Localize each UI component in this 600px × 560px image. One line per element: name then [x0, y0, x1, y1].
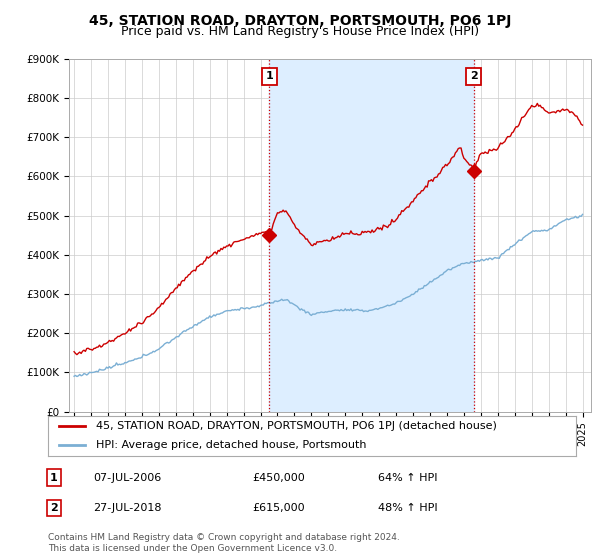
Text: 45, STATION ROAD, DRAYTON, PORTSMOUTH, PO6 1PJ (detached house): 45, STATION ROAD, DRAYTON, PORTSMOUTH, P… — [95, 421, 496, 431]
Text: £450,000: £450,000 — [252, 473, 305, 483]
Text: £615,000: £615,000 — [252, 503, 305, 513]
Text: 48% ↑ HPI: 48% ↑ HPI — [378, 503, 437, 513]
Text: 64% ↑ HPI: 64% ↑ HPI — [378, 473, 437, 483]
Text: 07-JUL-2006: 07-JUL-2006 — [93, 473, 161, 483]
Text: 2: 2 — [470, 72, 478, 81]
Text: Contains HM Land Registry data © Crown copyright and database right 2024.
This d: Contains HM Land Registry data © Crown c… — [48, 533, 400, 553]
Text: 45, STATION ROAD, DRAYTON, PORTSMOUTH, PO6 1PJ: 45, STATION ROAD, DRAYTON, PORTSMOUTH, P… — [89, 14, 511, 28]
Bar — [269, 59, 473, 412]
Text: Price paid vs. HM Land Registry's House Price Index (HPI): Price paid vs. HM Land Registry's House … — [121, 25, 479, 38]
Text: HPI: Average price, detached house, Portsmouth: HPI: Average price, detached house, Port… — [95, 440, 366, 450]
Text: 1: 1 — [265, 72, 273, 81]
Text: 1: 1 — [50, 473, 58, 483]
Text: 27-JUL-2018: 27-JUL-2018 — [93, 503, 161, 513]
Text: 2: 2 — [50, 503, 58, 513]
